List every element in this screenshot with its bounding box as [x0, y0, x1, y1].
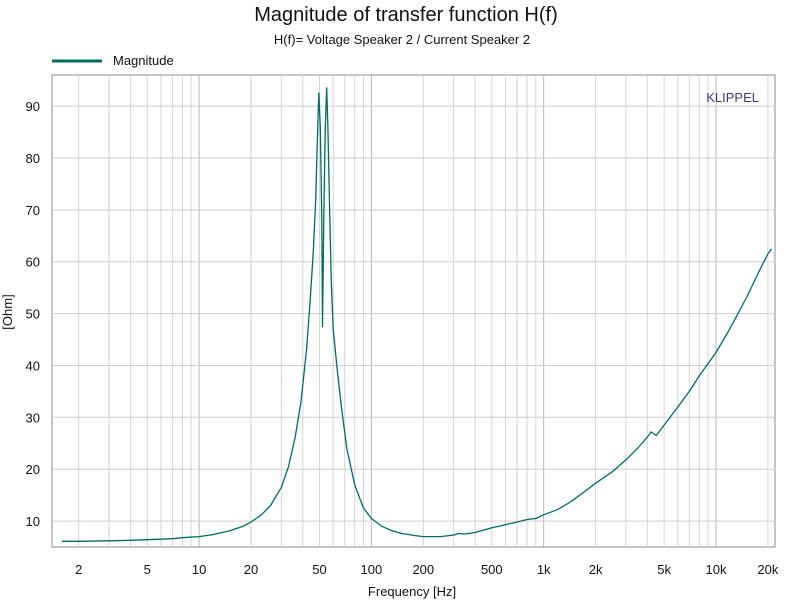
- x-tick-label: 1k: [537, 562, 551, 577]
- x-tick-label: 2: [75, 562, 82, 577]
- x-tick-label: 10k: [706, 562, 727, 577]
- chart-subtitle: H(f)= Voltage Speaker 2 / Current Speake…: [274, 32, 530, 47]
- legend-label: Magnitude: [113, 53, 174, 68]
- x-tick-label: 5: [144, 562, 151, 577]
- y-tick-label: 10: [26, 514, 40, 529]
- x-tick-label: 2k: [589, 562, 603, 577]
- y-tick-label: 70: [26, 203, 40, 218]
- x-tick-label: 10: [192, 562, 206, 577]
- x-tick-label: 50: [312, 562, 326, 577]
- series-layer: [62, 87, 773, 542]
- y-tick-label: 90: [26, 99, 40, 114]
- x-tick-label: 200: [412, 562, 434, 577]
- y-tick-label: 80: [26, 151, 40, 166]
- chart-title: Magnitude of transfer function H(f): [254, 4, 557, 26]
- y-axis-label: [Ohm]: [0, 294, 15, 329]
- x-tick-label: 20: [244, 562, 258, 577]
- x-tick-label: 5k: [657, 562, 671, 577]
- y-tick-label: 60: [26, 255, 40, 270]
- series-line-magnitude: [62, 87, 773, 542]
- y-tick-label: 40: [26, 359, 40, 374]
- x-axis-label: Frequency [Hz]: [368, 584, 456, 599]
- y-tick-label: 50: [26, 307, 40, 322]
- x-tick-label: 20k: [757, 562, 778, 577]
- x-tick-label: 500: [481, 562, 503, 577]
- grid: [52, 75, 775, 547]
- x-tick-labels: 2 5 10 20 50 100 200 500 1k 2k 5k 10k 20k: [75, 562, 779, 577]
- x-tick-label: 100: [361, 562, 383, 577]
- y-tick-label: 20: [26, 462, 40, 477]
- y-tick-labels: 10 20 30 40 50 60 70 80 90: [26, 99, 40, 529]
- klippel-watermark: KLIPPEL: [706, 90, 759, 105]
- y-tick-label: 30: [26, 410, 40, 425]
